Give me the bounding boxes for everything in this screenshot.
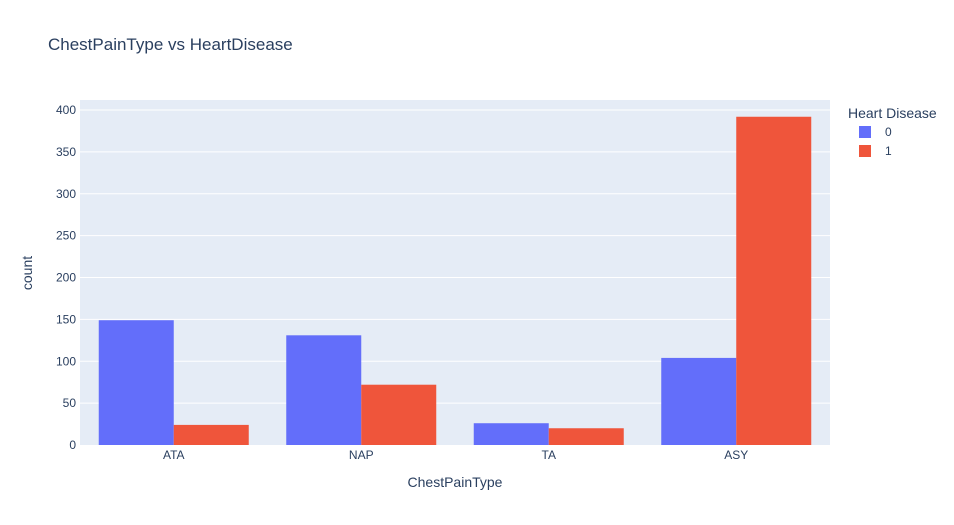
bar-asy-series-1 (736, 116, 812, 446)
y-tick-label: 200 (56, 271, 76, 285)
x-tick-label: ASY (724, 448, 748, 462)
legend: Heart Disease 0 1 (848, 105, 937, 158)
bar-nap-series-0 (286, 335, 362, 445)
y-tick-label: 0 (69, 438, 76, 452)
y-axis-ticks: 0 50 100 150 200 250 300 350 400 (56, 103, 76, 452)
bar-ta-series-1 (548, 428, 624, 445)
gridlines (80, 109, 830, 404)
x-tick-label: TA (542, 448, 556, 462)
bar-ata-series-0 (98, 320, 174, 445)
legend-label-0: 0 (885, 125, 892, 139)
bars (98, 116, 812, 446)
x-tick-label: ATA (163, 448, 185, 462)
x-axis-ticks: ATA NAP TA ASY (163, 448, 748, 462)
chart-title: ChestPainType vs HeartDisease (48, 35, 293, 54)
x-tick-label: NAP (349, 448, 374, 462)
y-tick-label: 100 (56, 354, 76, 368)
y-tick-label: 250 (56, 229, 76, 243)
legend-title: Heart Disease (848, 105, 937, 121)
legend-swatch-1 (859, 145, 871, 157)
y-axis-title: count (19, 256, 35, 290)
bar-nap-series-1 (361, 384, 437, 445)
legend-swatch-0 (859, 126, 871, 138)
bar-ta-series-0 (473, 423, 549, 445)
y-tick-label: 50 (63, 396, 77, 410)
bar-asy-series-0 (661, 357, 737, 445)
legend-label-1: 1 (885, 144, 892, 158)
y-tick-label: 350 (56, 145, 76, 159)
y-tick-label: 400 (56, 103, 76, 117)
x-axis-title: ChestPainType (408, 474, 503, 490)
y-tick-label: 300 (56, 187, 76, 201)
bar-ata-series-1 (173, 424, 249, 445)
y-tick-label: 150 (56, 312, 76, 326)
